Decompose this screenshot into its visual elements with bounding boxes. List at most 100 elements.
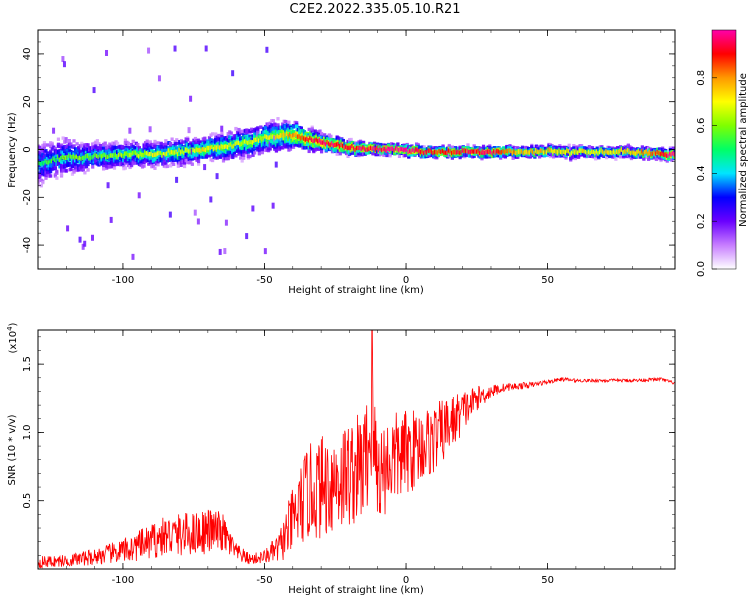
heatmap-cell bbox=[80, 164, 84, 169]
heatmap-cell bbox=[290, 126, 294, 131]
heatmap-cell bbox=[260, 147, 265, 152]
heatmap-cell bbox=[214, 132, 218, 136]
heatmap-cell bbox=[173, 140, 177, 144]
heatmap-cell bbox=[427, 154, 431, 158]
heatmap-cell bbox=[220, 135, 224, 139]
heatmap-cell bbox=[80, 143, 84, 148]
heatmap-cell bbox=[458, 146, 462, 150]
heatmap-cell bbox=[92, 87, 96, 94]
heatmap-cell bbox=[106, 182, 110, 189]
heatmap-cell bbox=[72, 139, 76, 143]
heatmap-cell bbox=[86, 143, 90, 147]
heatmap-cell bbox=[256, 126, 260, 130]
heatmap-cell bbox=[148, 126, 152, 133]
heatmap-cell bbox=[257, 152, 261, 156]
chart-title: C2E2.2022.335.05.10.R21 bbox=[289, 2, 461, 17]
heatmap-cell bbox=[259, 125, 263, 129]
heatmap-cell bbox=[168, 141, 173, 146]
spectrogram-heatmap bbox=[38, 45, 675, 260]
heatmap-cell bbox=[44, 176, 48, 180]
heatmap-cell bbox=[382, 153, 386, 157]
heatmap-cell bbox=[91, 161, 95, 166]
heatmap-cell bbox=[318, 129, 322, 133]
heatmap-cell bbox=[478, 146, 483, 151]
heatmap-cell bbox=[66, 160, 70, 164]
heatmap-cell bbox=[131, 253, 135, 260]
heatmap-cell bbox=[209, 196, 213, 203]
heatmap-cell bbox=[242, 133, 246, 137]
heatmap-cell bbox=[349, 151, 353, 155]
heatmap-cell bbox=[47, 160, 51, 165]
heatmap-cell bbox=[38, 182, 40, 187]
heatmap-cell bbox=[358, 139, 363, 144]
heatmap-cell bbox=[181, 140, 185, 144]
heatmap-cell bbox=[45, 143, 50, 147]
heatmap-cell bbox=[56, 137, 61, 141]
heatmap-cell bbox=[145, 139, 149, 143]
heatmap-cell bbox=[316, 131, 321, 136]
heatmap-cell bbox=[80, 141, 84, 146]
heatmap-cell bbox=[196, 218, 200, 225]
heatmap-cell bbox=[248, 134, 252, 138]
heatmap-cell bbox=[240, 146, 244, 151]
heatmap-cell bbox=[81, 168, 85, 172]
heatmap-cell bbox=[164, 162, 168, 166]
heatmap-cell bbox=[207, 136, 212, 140]
heatmap-cell bbox=[53, 174, 57, 178]
heatmap-cell bbox=[313, 129, 317, 133]
heatmap-cell bbox=[49, 174, 53, 178]
heatmap-cell bbox=[263, 248, 267, 255]
heatmap-cell bbox=[153, 144, 157, 149]
heatmap-cell bbox=[319, 149, 324, 154]
heatmap-cell bbox=[249, 146, 254, 150]
heatmap-cell bbox=[114, 145, 118, 150]
heatmap-cell bbox=[385, 153, 389, 158]
heatmap-cell bbox=[337, 141, 341, 147]
heatmap-cell bbox=[204, 45, 208, 52]
heatmap-cell bbox=[59, 172, 64, 177]
heatmap-cell bbox=[215, 173, 219, 180]
heatmap-cell bbox=[42, 157, 47, 161]
heatmap-cell bbox=[58, 162, 62, 166]
heatmap-cell bbox=[182, 164, 187, 169]
heatmap-cell bbox=[157, 75, 161, 82]
heatmap-cell bbox=[61, 56, 65, 63]
heatmap-cell bbox=[196, 162, 201, 166]
heatmap-cell bbox=[371, 152, 375, 156]
heatmap-cell bbox=[221, 159, 226, 163]
heatmap-cell bbox=[192, 154, 196, 159]
heatmap-cell bbox=[106, 154, 110, 160]
heatmap-cell bbox=[156, 160, 160, 164]
heatmap-cell bbox=[237, 152, 241, 156]
heatmap-cell bbox=[153, 142, 157, 146]
heatmap-cell bbox=[256, 130, 260, 137]
heatmap-cell bbox=[94, 156, 98, 163]
heatmap-cell bbox=[215, 156, 219, 160]
heatmap-cell bbox=[267, 148, 271, 153]
heatmap-cell bbox=[103, 141, 107, 146]
heatmap-cell bbox=[78, 236, 82, 243]
heatmap-cell bbox=[271, 126, 275, 131]
heatmap-cell bbox=[38, 150, 42, 155]
heatmap-cell bbox=[193, 140, 198, 145]
heatmap-cell bbox=[175, 176, 179, 183]
heatmap-cell bbox=[142, 164, 146, 168]
heatmap-cell bbox=[49, 169, 53, 174]
heatmap-cell bbox=[209, 138, 213, 142]
heatmap-cell bbox=[189, 95, 193, 102]
heatmap-cell bbox=[42, 143, 47, 147]
heatmap-cell bbox=[240, 159, 244, 163]
heatmap-cell bbox=[162, 155, 166, 162]
heatmap-cell bbox=[307, 149, 311, 154]
heatmap-cell bbox=[156, 162, 160, 167]
heatmap-cell bbox=[66, 225, 70, 232]
heatmap-cell bbox=[338, 152, 342, 156]
heatmap-cell bbox=[165, 164, 170, 169]
heatmap-cell bbox=[220, 125, 224, 132]
heatmap-cell bbox=[58, 154, 62, 159]
heatmap-cell bbox=[179, 160, 183, 167]
heatmap-cell bbox=[164, 142, 168, 146]
heatmap-cell bbox=[123, 166, 127, 170]
heatmap-cell bbox=[101, 167, 106, 171]
